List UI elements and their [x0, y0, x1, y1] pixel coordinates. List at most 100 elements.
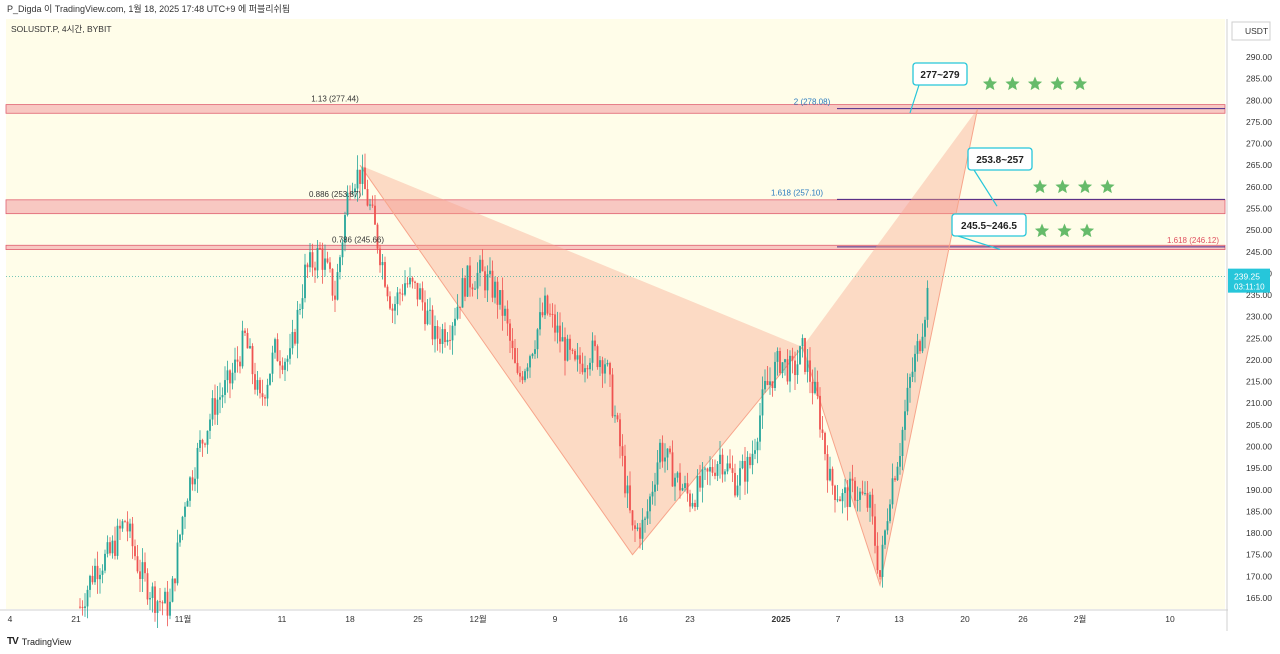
callout-box-0: [912, 62, 968, 86]
candle-body: [149, 597, 151, 600]
candle-body: [894, 478, 896, 481]
candle-body: [846, 487, 849, 507]
candle-body: [676, 472, 679, 478]
candle-body: [651, 491, 654, 497]
candle-body: [761, 389, 764, 416]
candle-body: [771, 381, 774, 389]
x-tick-label: 20: [960, 614, 970, 624]
y-tick-label: 185.00: [1246, 506, 1272, 516]
currency-box[interactable]: [1231, 21, 1271, 41]
last-price-value: 239.25: [1234, 272, 1260, 282]
candle-body: [356, 169, 359, 189]
candle-body: [429, 309, 431, 311]
rating-star-icon: [1057, 223, 1072, 238]
candle-body: [581, 363, 584, 373]
candle-body: [629, 485, 631, 511]
candle-body: [869, 494, 871, 508]
candle-body: [116, 525, 119, 556]
candle-body: [144, 562, 146, 574]
tradingview-footer[interactable]: TV TradingView: [7, 636, 71, 647]
callout-pointer-2: [957, 235, 1001, 251]
candle-body: [494, 281, 496, 298]
candle-body: [366, 189, 369, 206]
candle-body: [794, 360, 796, 376]
candle-body: [244, 330, 246, 333]
candle-body: [194, 478, 196, 485]
candle-body: [609, 363, 611, 375]
candle-body: [511, 340, 514, 349]
candle-body: [159, 601, 161, 603]
candle-body: [399, 292, 401, 294]
candle-body: [329, 262, 331, 269]
candle-body: [549, 313, 551, 315]
candle-body: [504, 308, 506, 316]
candle-body: [501, 290, 504, 316]
fib-zone-1: [5, 199, 1226, 215]
fib-ext-label-1: 1.618 (257.10): [771, 188, 823, 197]
candle-body: [726, 463, 729, 472]
candle-body: [636, 527, 639, 529]
x-tick-label: 2월: [1074, 614, 1087, 624]
y-tick-label: 280.00: [1246, 95, 1272, 105]
candle-body: [489, 270, 491, 275]
candle-body: [889, 504, 891, 522]
candle-body: [781, 362, 784, 373]
symbol-label: SOLUSDT.P, 4시간, BYBIT: [11, 24, 112, 34]
candle-body: [596, 346, 599, 368]
candle-body: [89, 575, 91, 590]
candle-body: [339, 257, 341, 273]
y-tick-label: 175.00: [1246, 550, 1272, 560]
candle-body: [821, 429, 824, 433]
target-callouts: 277~279 253.8~257 245.5~246.5: [909, 62, 1115, 251]
candle-body: [824, 432, 826, 455]
candle-body: [834, 485, 836, 501]
rating-star-icon: [1079, 223, 1095, 238]
candle-body: [544, 295, 546, 316]
candle-body: [464, 278, 466, 297]
candle-body: [404, 283, 406, 295]
candle-body: [879, 570, 881, 577]
x-tick-label: 21: [71, 614, 81, 624]
candle-body: [216, 399, 219, 415]
candle-body: [354, 188, 356, 193]
candle-body: [884, 530, 886, 545]
x-tick-label: 18: [345, 614, 355, 624]
y-tick-label: 275.00: [1246, 117, 1272, 127]
candle-body: [614, 415, 616, 417]
x-axis-ticks: 4 21 11월 11 18 25 12월 9 16 23 2025 7 13 20 26 2월 10: [8, 614, 1175, 624]
candle-body: [91, 575, 94, 583]
candle-body: [136, 556, 139, 572]
candle-body: [691, 502, 694, 507]
candle-body: [799, 346, 801, 365]
candle-body: [266, 384, 269, 399]
candle-body: [871, 494, 874, 517]
candle-body: [274, 339, 276, 353]
candle-body: [409, 277, 411, 285]
candle-body: [829, 468, 831, 481]
y-tick-label: 210.00: [1246, 398, 1272, 408]
candle-body: [826, 454, 829, 481]
candle-body: [786, 359, 789, 382]
candle-body: [776, 350, 779, 362]
candle-body: [499, 290, 501, 305]
price-axis[interactable]: [1228, 19, 1280, 631]
candle-body: [809, 360, 811, 382]
x-tick-label: 12월: [469, 614, 486, 624]
callout-box-2: [951, 213, 1027, 237]
candle-body: [141, 562, 144, 579]
candle-body: [656, 462, 659, 485]
pattern-triangle-bcd: [802, 108, 978, 586]
candle-body: [256, 380, 259, 390]
candle-body: [121, 521, 124, 529]
candle-body: [179, 534, 181, 543]
candle-body: [221, 394, 224, 398]
candle-body: [351, 192, 354, 194]
y-tick-label: 220.00: [1246, 355, 1272, 365]
candle-body: [561, 337, 564, 342]
candle-body: [921, 336, 924, 352]
candle-body: [571, 349, 574, 351]
candle-body: [106, 542, 109, 554]
candle-body: [411, 277, 414, 282]
candle-body: [414, 281, 416, 283]
